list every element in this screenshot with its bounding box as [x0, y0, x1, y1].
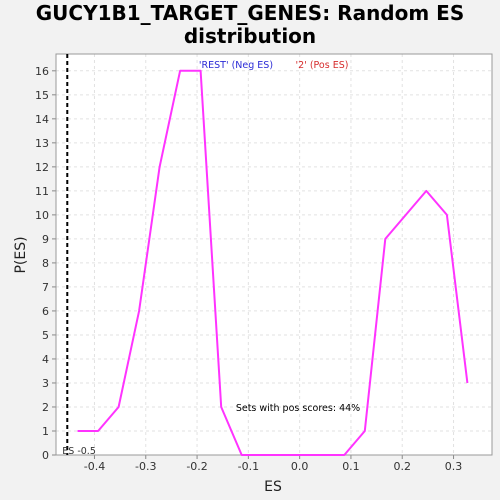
- legend-entry: 'REST' (Neg ES): [199, 60, 273, 71]
- series: [77, 69, 469, 456]
- annotation-text: Sets with pos scores: 44%: [236, 403, 360, 414]
- x-tick-label: 0.0: [291, 460, 309, 473]
- y-tick-label: 11: [35, 185, 49, 198]
- y-tick-label: 6: [42, 305, 49, 318]
- y-tick-label: 2: [42, 401, 49, 414]
- y-tick-label: 0: [42, 449, 49, 462]
- x-tick-label: -0.1: [238, 460, 259, 473]
- es-reference-line: ES -0.5: [62, 54, 96, 457]
- plot-background: [56, 54, 492, 455]
- es-line-label: ES -0.5: [62, 446, 96, 457]
- x-tick-label: -0.2: [186, 460, 207, 473]
- y-tick-label: 8: [42, 257, 49, 270]
- y-tick-label: 15: [35, 89, 49, 102]
- x-tick-label: 0.1: [342, 460, 360, 473]
- grid: [56, 54, 492, 456]
- y-tick-label: 1: [42, 425, 49, 438]
- x-tick-label: 0.3: [445, 460, 463, 473]
- y-tick-label: 14: [35, 113, 49, 126]
- axes: -0.4 -0.3 -0.2 -0.1 0.0 0.1 0.2 0.3012345678910…: [35, 53, 493, 473]
- legend-entry: '2' (Pos ES): [296, 60, 349, 71]
- y-tick-label: 12: [35, 161, 49, 174]
- chart-title: GUCY1B1_TARGET_GENES: Random ES distribu…: [35, 1, 465, 48]
- y-tick-label: 13: [35, 137, 49, 150]
- y-tick-label: 3: [42, 377, 49, 390]
- y-axis-label: P(ES): [13, 236, 29, 273]
- x-tick-label: -0.4: [84, 460, 105, 473]
- series-line: [77, 69, 469, 456]
- y-tick-label: 16: [35, 65, 49, 78]
- x-axis-label: ES: [264, 479, 282, 495]
- legend: 'REST' (Neg ES) '2' (Pos ES): [199, 60, 349, 71]
- y-tick-label: 10: [35, 209, 49, 222]
- y-tick-label: 4: [42, 353, 49, 366]
- x-tick-label: -0.3: [135, 460, 156, 473]
- x-tick-label: 0.2: [393, 460, 411, 473]
- y-tick-label: 9: [42, 233, 49, 246]
- y-tick-label: 7: [42, 281, 49, 294]
- y-tick-label: 5: [42, 329, 49, 342]
